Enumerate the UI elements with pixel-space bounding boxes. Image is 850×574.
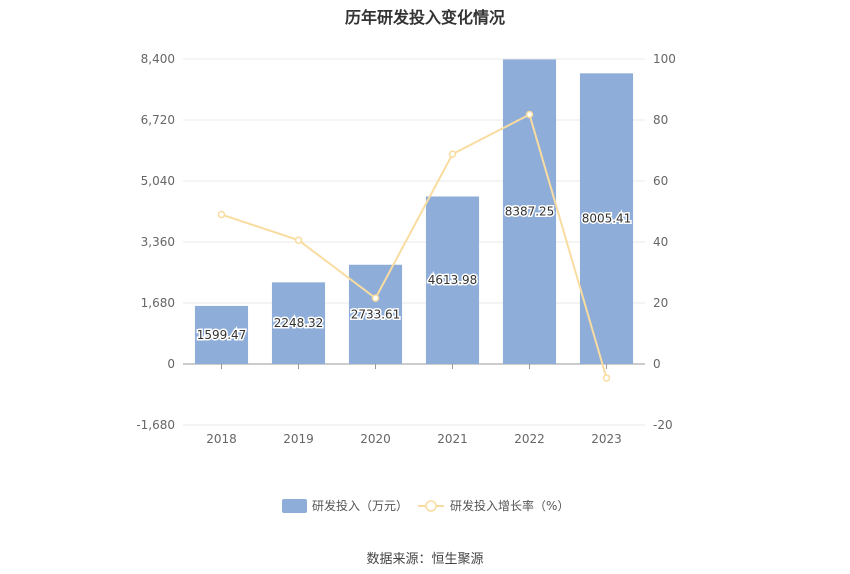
legend-line-marker bbox=[425, 500, 437, 512]
bar-series bbox=[194, 59, 634, 364]
grid-lines bbox=[183, 58, 645, 426]
legend: 研发投入（万元） 研发投入增长率（%） bbox=[282, 498, 569, 513]
y-right-tick-label: 0 bbox=[653, 357, 661, 371]
y-right-tick-label: 20 bbox=[653, 296, 668, 310]
line-series bbox=[217, 110, 611, 382]
x-tick-label: 2020 bbox=[360, 432, 391, 446]
legend-bar-label: 研发投入（万元） bbox=[312, 498, 408, 513]
growth-point[interactable] bbox=[217, 210, 226, 219]
bar-data-label: 8005.41 bbox=[582, 212, 632, 226]
y-left-tick-label: 1,680 bbox=[141, 296, 175, 310]
bar[interactable] bbox=[425, 196, 480, 364]
y-right-tick-label: 100 bbox=[653, 52, 676, 66]
y-left-tick-label: 8,400 bbox=[141, 52, 175, 66]
bar-data-label: 2248.32 bbox=[274, 316, 324, 330]
y-left-tick-label: 5,040 bbox=[141, 174, 175, 188]
x-tick-label: 2018 bbox=[206, 432, 237, 446]
y-left-tick-label: 3,360 bbox=[141, 235, 175, 249]
chart-title: 历年研发投入变化情况 bbox=[344, 8, 505, 27]
y-left-tick-label: -1,680 bbox=[136, 418, 175, 432]
y-axis-left: -1,680 0 1,680 3,360 5,040 6,720 8,400 bbox=[136, 52, 175, 432]
bar-data-label: 1599.47 bbox=[197, 328, 247, 342]
bar-labels: 1599.47 2248.32 2733.61 4613.98 8387.25 8005.… bbox=[195, 203, 633, 343]
y-right-tick-label: 60 bbox=[653, 174, 668, 188]
growth-point[interactable] bbox=[525, 110, 534, 119]
growth-point[interactable] bbox=[448, 150, 457, 158]
source-note: 数据来源：恒生聚源 bbox=[366, 552, 484, 567]
bar[interactable] bbox=[271, 282, 326, 364]
y-axis-right: -20 0 20 40 60 80 100 bbox=[653, 52, 676, 432]
growth-line bbox=[221, 113, 608, 379]
legend-bar-swatch bbox=[282, 499, 307, 513]
bar[interactable] bbox=[502, 59, 557, 364]
bar-data-label: 4613.98 bbox=[428, 273, 478, 287]
y-right-tick-label: -20 bbox=[653, 418, 673, 432]
x-tick-label: 2021 bbox=[437, 432, 468, 446]
y-right-tick-label: 40 bbox=[653, 235, 668, 249]
y-right-tick-label: 80 bbox=[653, 113, 668, 127]
x-axis: 2018 2019 2020 2021 2022 2023 bbox=[183, 363, 645, 446]
bar-data-label: 2733.61 bbox=[351, 307, 401, 321]
legend-line-label: 研发投入增长率（%） bbox=[450, 498, 569, 513]
bar-data-label: 8387.25 bbox=[505, 205, 555, 219]
y-left-tick-label: 6,720 bbox=[141, 113, 175, 127]
y-left-tick-label: 0 bbox=[167, 357, 175, 371]
growth-point[interactable] bbox=[602, 374, 611, 382]
growth-point[interactable] bbox=[294, 236, 303, 244]
bar[interactable] bbox=[348, 264, 403, 364]
x-tick-label: 2023 bbox=[591, 432, 622, 446]
x-tick-label: 2019 bbox=[283, 432, 314, 446]
growth-point[interactable] bbox=[371, 294, 380, 302]
bar[interactable] bbox=[194, 305, 249, 364]
x-tick-label: 2022 bbox=[514, 432, 545, 446]
